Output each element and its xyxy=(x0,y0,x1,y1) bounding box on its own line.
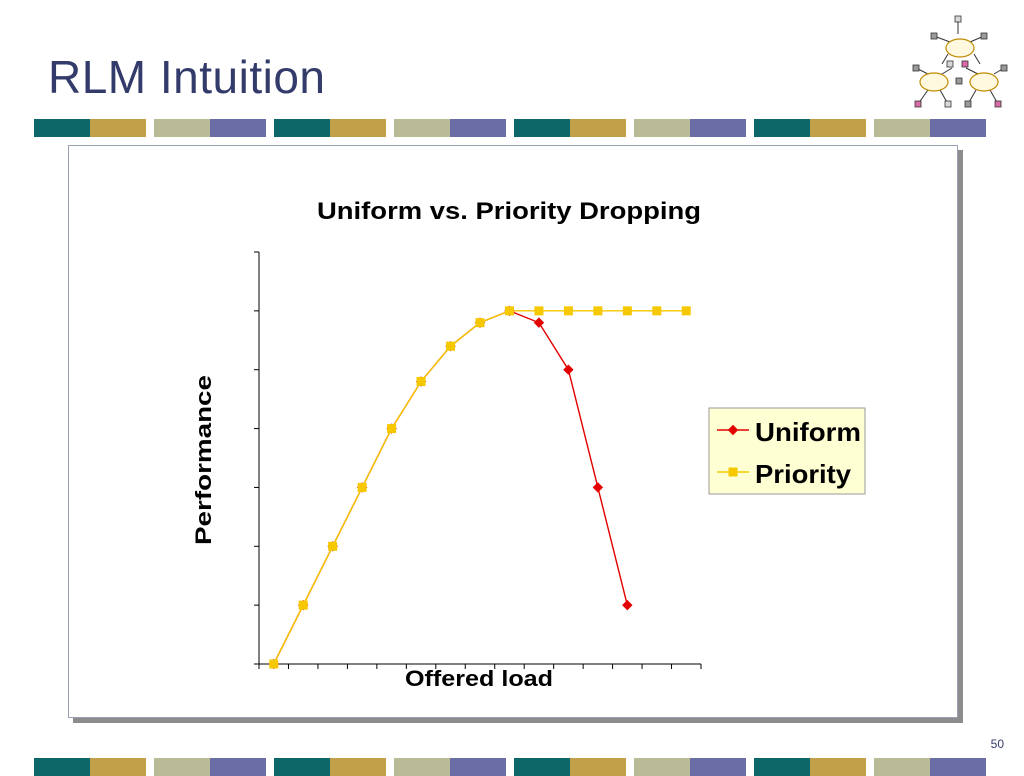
band-segment xyxy=(810,119,866,137)
band-segment xyxy=(154,758,210,776)
chart-panel: Uniform vs. Priority Dropping Offered lo… xyxy=(68,145,958,718)
chart-title: Uniform vs. Priority Dropping xyxy=(317,198,701,225)
data-point-priority xyxy=(475,318,485,328)
x-axis-label: Offered load xyxy=(405,666,553,691)
band-segment xyxy=(154,119,210,137)
line-chart: Uniform vs. Priority Dropping Offered lo… xyxy=(191,198,866,691)
band-segment xyxy=(394,119,450,137)
band-segment xyxy=(930,758,986,776)
data-point-priority xyxy=(387,424,397,434)
legend-box xyxy=(708,407,866,495)
band-segment xyxy=(34,758,90,776)
data-point-uniform xyxy=(592,482,604,493)
data-point-priority xyxy=(269,659,279,669)
data-point-priority xyxy=(681,306,691,316)
slide-number: 50 xyxy=(990,737,1004,751)
band-segment xyxy=(690,119,746,137)
band-segment xyxy=(634,119,690,137)
band-segment xyxy=(210,119,266,137)
data-point-uniform xyxy=(533,317,545,328)
plot-area xyxy=(254,251,702,670)
band-segment xyxy=(874,758,930,776)
legend-label-priority: Priority xyxy=(755,459,852,489)
band-segment xyxy=(330,758,386,776)
band-segment xyxy=(330,119,386,137)
band-segment xyxy=(514,758,570,776)
band-segment xyxy=(274,119,330,137)
legend-marker-uniform xyxy=(727,424,739,436)
band-segment xyxy=(634,758,690,776)
band-segment xyxy=(450,758,506,776)
top-color-band xyxy=(34,119,986,137)
slide-title: RLM Intuition xyxy=(48,51,326,103)
data-point-priority xyxy=(534,306,544,316)
data-point-uniform xyxy=(622,599,633,611)
legend-marker-priority xyxy=(728,467,738,477)
band-segment xyxy=(570,119,626,137)
data-point-priority xyxy=(328,541,338,551)
band-segment xyxy=(754,119,810,137)
band-segment xyxy=(930,119,986,137)
data-point-uniform xyxy=(563,364,574,375)
data-point-priority xyxy=(593,306,603,316)
data-point-priority xyxy=(622,306,632,316)
data-point-priority xyxy=(563,306,573,316)
band-segment xyxy=(690,758,746,776)
band-segment xyxy=(570,758,626,776)
band-segment xyxy=(874,119,930,137)
data-point-priority xyxy=(504,306,514,316)
band-segment xyxy=(810,758,866,776)
band-segment xyxy=(754,758,810,776)
bottom-color-band xyxy=(34,758,986,776)
band-segment xyxy=(450,119,506,137)
band-segment xyxy=(514,119,570,137)
y-axis-label: Performance xyxy=(191,375,216,545)
data-point-priority xyxy=(416,376,426,386)
data-point-priority xyxy=(298,600,308,610)
band-segment xyxy=(90,119,146,137)
series-line-priority xyxy=(273,310,687,665)
legend-label-uniform: Uniform xyxy=(755,417,861,447)
band-segment xyxy=(210,758,266,776)
series-line-uniform xyxy=(273,310,629,665)
band-segment xyxy=(274,758,330,776)
legend: Uniform Priority xyxy=(708,407,866,495)
network-logo-icon xyxy=(912,15,1008,108)
band-segment xyxy=(394,758,450,776)
data-point-priority xyxy=(357,482,367,492)
band-segment xyxy=(34,119,90,137)
data-point-priority xyxy=(652,306,662,316)
data-point-priority xyxy=(446,341,456,351)
band-segment xyxy=(90,758,146,776)
